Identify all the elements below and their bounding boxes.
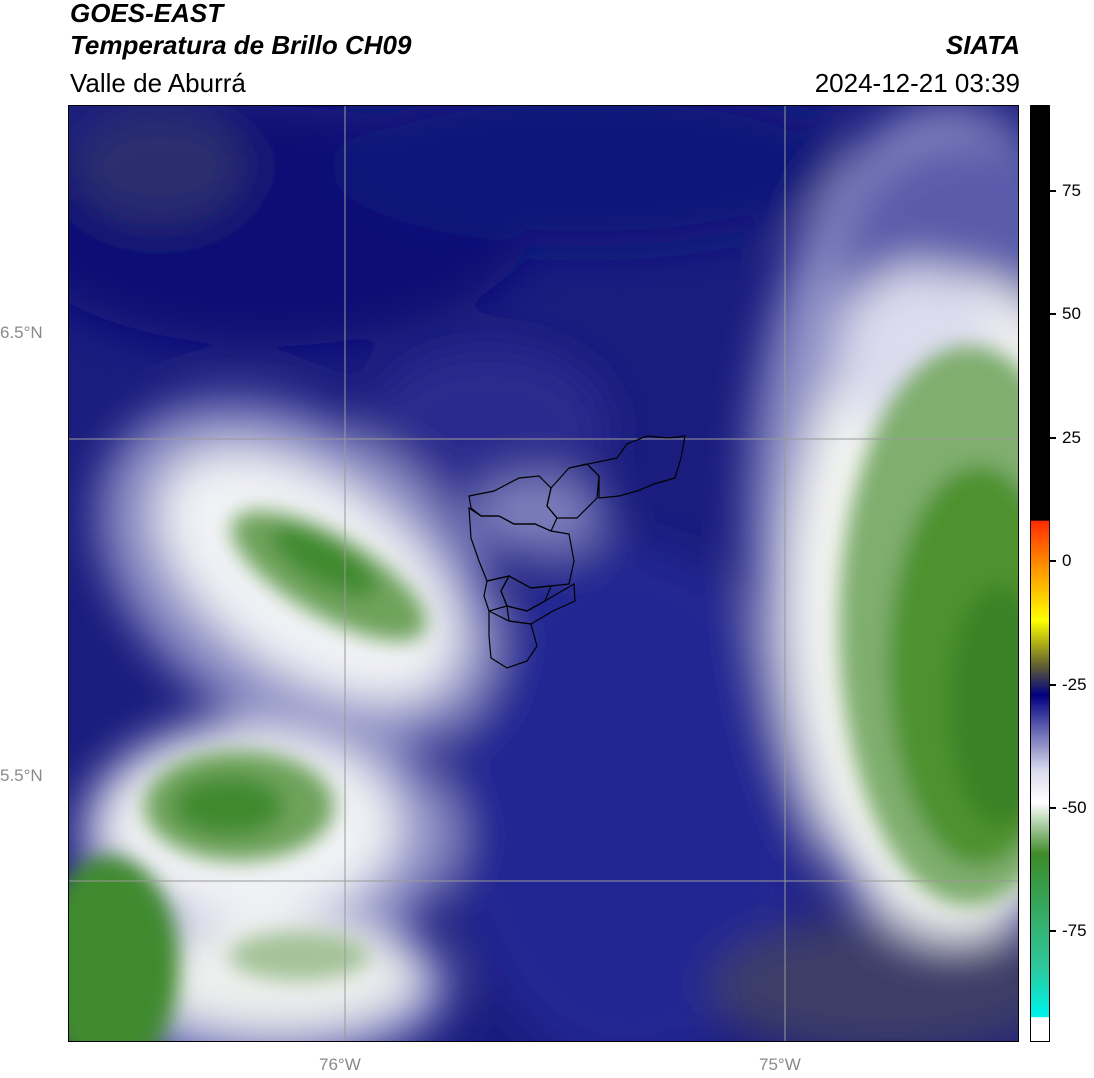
map-canvas (69, 106, 1018, 1041)
colorbar-tick (1050, 437, 1056, 439)
colorbar-tick (1050, 930, 1056, 932)
colorbar-tick (1050, 190, 1056, 192)
colorbar-tick (1050, 560, 1056, 562)
organization-label: SIATA (945, 30, 1020, 60)
timestamp-label: 2024-12-21 03:39 (814, 68, 1020, 98)
colorbar-label-minus25: -25 (1062, 675, 1087, 694)
colorbar-label-50: 50 (1062, 304, 1081, 323)
product-title: Temperatura de Brillo CH09 (70, 30, 412, 60)
temperature-colorbar (1030, 105, 1050, 1042)
colorbar-label-minus50: -50 (1062, 798, 1087, 817)
colorbar-label-75: 75 (1062, 181, 1081, 200)
colorbar-label-25: 25 (1062, 428, 1081, 447)
lat-label-6.5N: 6.5°N (0, 323, 43, 342)
colorbar-label-minus75: -75 (1062, 921, 1087, 940)
brightness-temperature-map (68, 105, 1019, 1042)
region-label: Valle de Aburrá (70, 68, 246, 98)
colorbar-tick (1050, 684, 1056, 686)
lon-label-75W: 75°W (759, 1055, 801, 1074)
colorbar-label-0: 0 (1062, 551, 1072, 570)
colorbar-tick (1050, 807, 1056, 809)
lon-label-76W: 76°W (319, 1055, 361, 1074)
lat-label-5.5N: 5.5°N (0, 766, 43, 785)
colorbar-tick (1050, 313, 1056, 315)
satellite-title: GOES-EAST (70, 0, 224, 28)
municipal-boundaries (468, 435, 686, 669)
